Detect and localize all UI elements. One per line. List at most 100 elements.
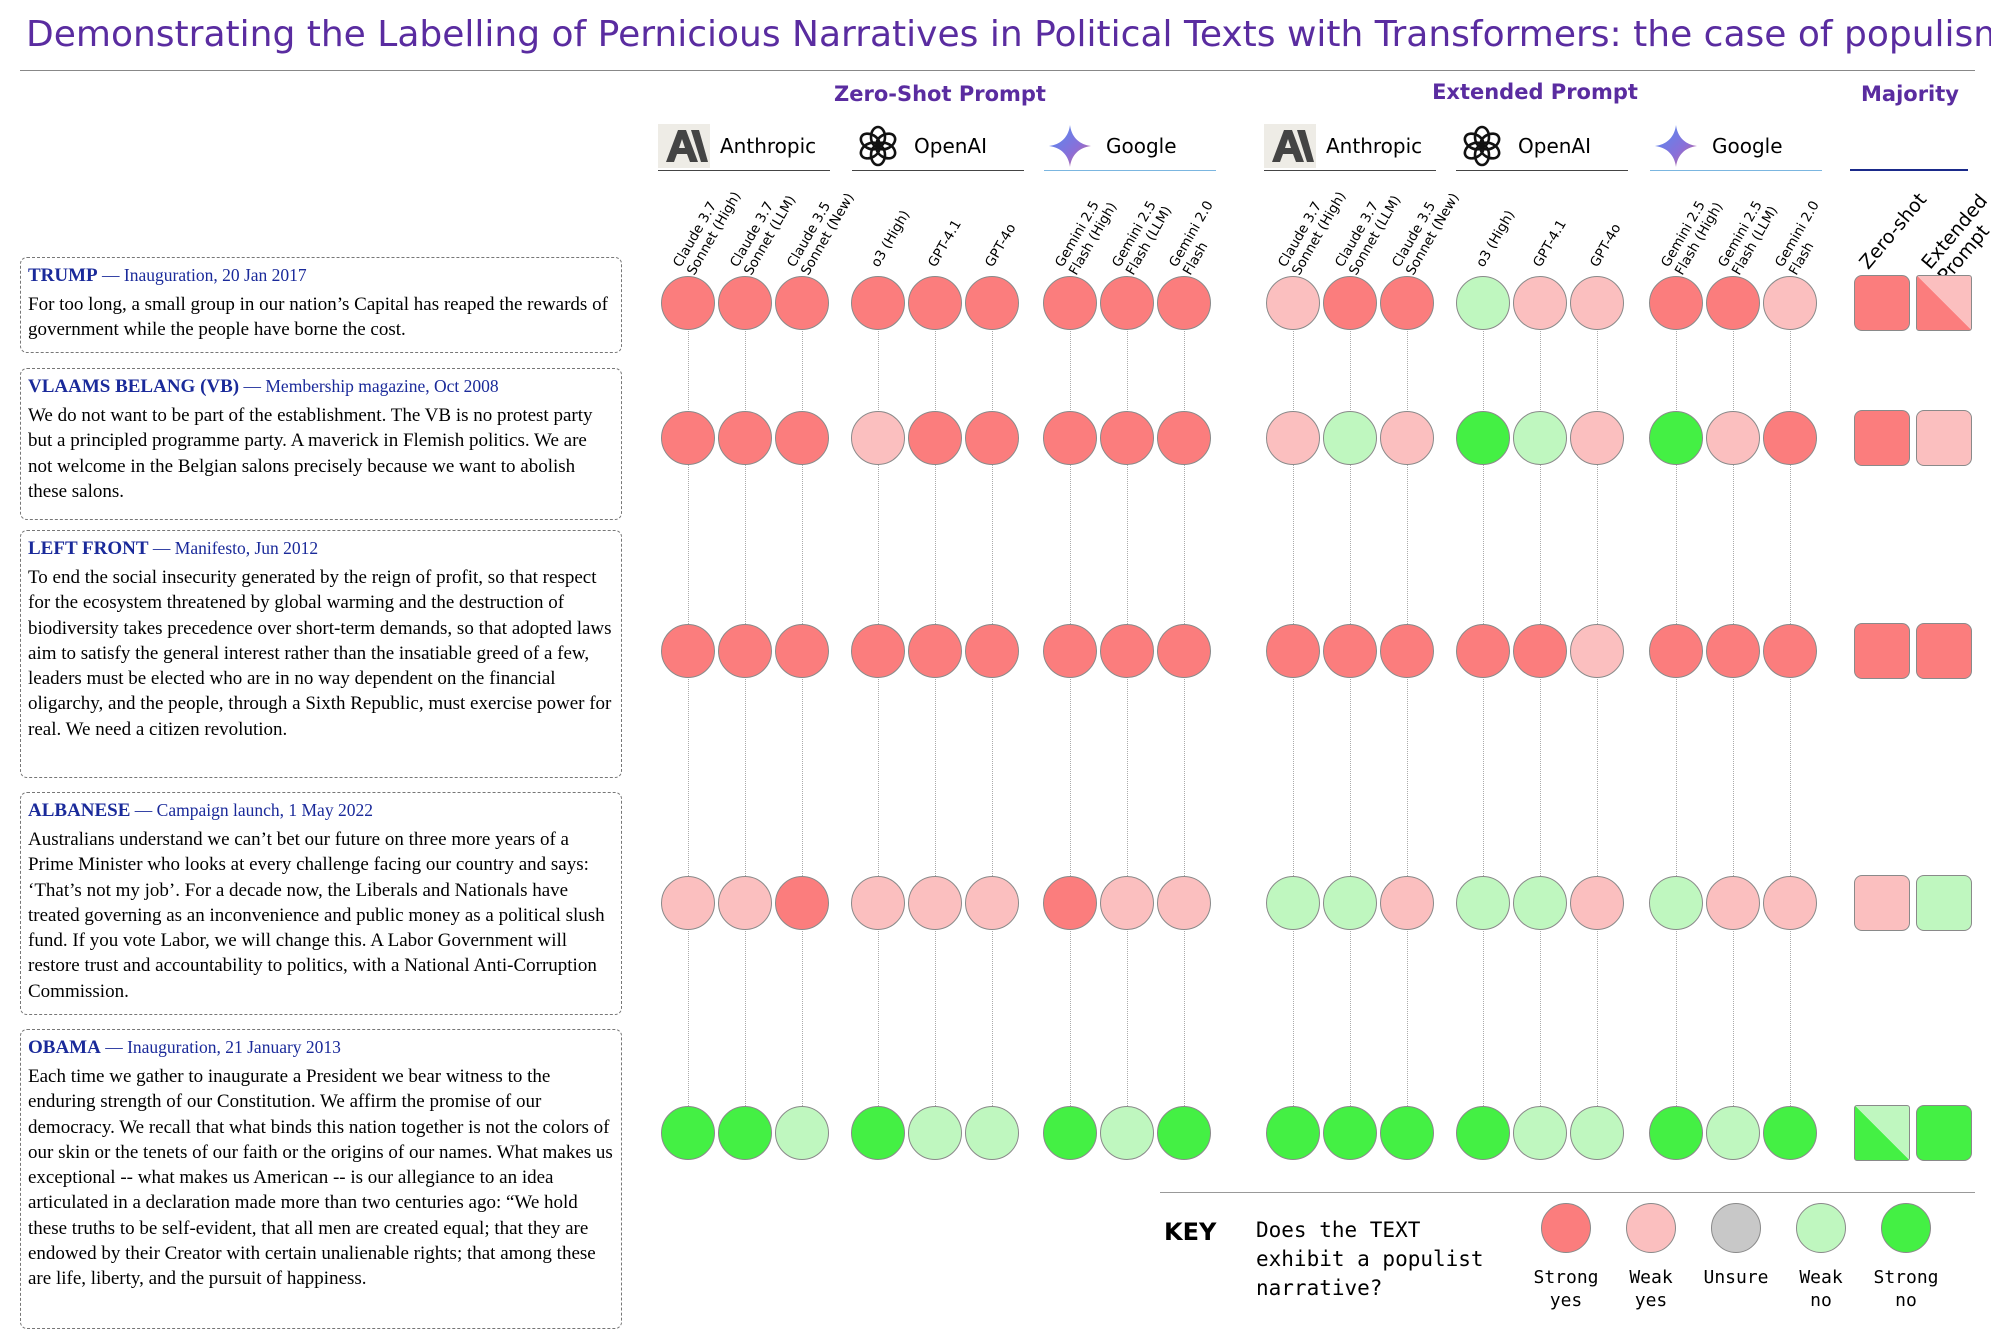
key-label-line: Weak bbox=[1629, 1267, 1673, 1288]
key-label-line: Weak bbox=[1799, 1267, 1843, 1288]
provider-header-google: Google bbox=[1650, 124, 1822, 171]
provider-name: Anthropic bbox=[720, 134, 817, 158]
google-gemini-logo-icon bbox=[1650, 124, 1702, 168]
zero-shot-model-label: o3 (High) bbox=[868, 208, 913, 270]
speaker-name: VLAAMS BELANG (VB) bbox=[28, 376, 240, 397]
rating-circle-strong-yes bbox=[1456, 624, 1510, 678]
speaker-name: TRUMP bbox=[28, 265, 98, 286]
rating-circle-strong-no bbox=[1157, 1106, 1211, 1160]
extended-model-label: Gemini 2.5 Flash (High) bbox=[1658, 192, 1726, 278]
extended-model-label: Gemini 2.0 Flash bbox=[1772, 198, 1837, 278]
zero-shot-model-label: Gemini 2.0 Flash bbox=[1166, 198, 1231, 278]
rating-circle-strong-yes bbox=[1706, 276, 1760, 330]
rating-circle-strong-no bbox=[1323, 1106, 1377, 1160]
key-title: KEY bbox=[1164, 1218, 1217, 1246]
key-label-line: yes bbox=[1634, 1290, 1668, 1311]
text-card: TRUMP — Inauguration, 20 Jan 2017 For too… bbox=[20, 257, 622, 353]
rating-circle-weak-yes bbox=[1100, 876, 1154, 930]
rating-circle-strong-no bbox=[1380, 1106, 1434, 1160]
rating-circle-strong-yes bbox=[661, 276, 715, 330]
rating-circle-strong-yes bbox=[1323, 624, 1377, 678]
anthropic-logo-icon bbox=[658, 124, 710, 168]
rating-circle-strong-no bbox=[1649, 411, 1703, 465]
text-card-header: LEFT FRONT — Manifesto, Jun 2012 bbox=[28, 538, 614, 560]
rating-circle-weak-yes bbox=[1570, 624, 1624, 678]
rating-circle-strong-yes bbox=[718, 276, 772, 330]
provider-underline bbox=[1456, 170, 1628, 171]
grid-guide-line bbox=[688, 328, 689, 1158]
extended-model-label: GPT-4.1 bbox=[1530, 217, 1570, 270]
header-separator: — bbox=[148, 538, 175, 558]
text-card-header: OBAMA — Inauguration, 21 January 2013 bbox=[28, 1037, 614, 1059]
rating-circle-weak-yes bbox=[1380, 876, 1434, 930]
rating-circle-weak-yes bbox=[1763, 876, 1817, 930]
grid-guide-line bbox=[1184, 328, 1185, 1158]
provider-name: Google bbox=[1106, 134, 1177, 158]
page-title: Demonstrating the Labelling of Perniciou… bbox=[26, 14, 1991, 55]
text-card: LEFT FRONT — Manifesto, Jun 2012 To end t… bbox=[20, 530, 622, 778]
rating-circle-weak-yes bbox=[1570, 276, 1624, 330]
grid-guide-line bbox=[992, 328, 993, 1158]
rating-circle-strong-yes bbox=[775, 276, 829, 330]
rating-circle-strong-no bbox=[661, 1106, 715, 1160]
grid-guide-line bbox=[802, 328, 803, 1158]
rating-circle-weak-yes bbox=[1763, 276, 1817, 330]
grid-guide-line bbox=[878, 328, 879, 1158]
section-extended: Extended Prompt bbox=[1432, 80, 1638, 104]
text-card-header: ALBANESE — Campaign launch, 1 May 2022 bbox=[28, 800, 614, 822]
text-card: VLAAMS BELANG (VB) — Membership magazine… bbox=[20, 368, 622, 520]
provider-header-openai: OpenAI bbox=[1456, 124, 1628, 171]
anthropic-logo-icon bbox=[1264, 124, 1316, 168]
text-source: Membership magazine, Oct 2008 bbox=[265, 376, 499, 396]
model-label-line: GPT-4.1 bbox=[1530, 217, 1570, 270]
majority-square bbox=[1916, 1105, 1972, 1161]
rating-circle-weak-yes bbox=[1513, 276, 1567, 330]
rating-circle-weak-no bbox=[908, 1106, 962, 1160]
section-majority: Majority bbox=[1861, 82, 1959, 106]
rating-circle-weak-yes bbox=[851, 411, 905, 465]
grid-guide-line bbox=[1127, 328, 1128, 1158]
rating-circle-strong-yes bbox=[718, 624, 772, 678]
rating-circle-weak-yes bbox=[1570, 411, 1624, 465]
rating-circle-strong-yes bbox=[775, 876, 829, 930]
majority-square bbox=[1916, 275, 1972, 331]
key-label: Weak no bbox=[1771, 1266, 1871, 1312]
rating-circle-strong-no bbox=[1266, 1106, 1320, 1160]
rating-circle-strong-yes bbox=[1266, 624, 1320, 678]
grid-guide-line bbox=[1676, 328, 1677, 1158]
rating-circle-weak-yes bbox=[1570, 876, 1624, 930]
rating-circle-weak-yes bbox=[851, 876, 905, 930]
rating-circle-strong-yes bbox=[1043, 276, 1097, 330]
rating-circle-strong-yes bbox=[775, 411, 829, 465]
rating-circle-strong-yes bbox=[1100, 624, 1154, 678]
rating-circle-strong-yes bbox=[1323, 276, 1377, 330]
rating-circle-weak-no bbox=[1100, 1106, 1154, 1160]
speaker-name: ALBANESE bbox=[28, 800, 131, 821]
grid-guide-line bbox=[1483, 328, 1484, 1158]
rating-circle-weak-yes bbox=[1266, 411, 1320, 465]
key-label-line: Unsure bbox=[1703, 1267, 1769, 1288]
provider-underline bbox=[852, 170, 1024, 171]
rating-circle-weak-no bbox=[1706, 1106, 1760, 1160]
grid-guide-line bbox=[1293, 328, 1294, 1158]
rating-circle-strong-yes bbox=[718, 411, 772, 465]
extended-model-label: GPT-4o bbox=[1587, 221, 1625, 270]
rating-circle-strong-yes bbox=[1380, 276, 1434, 330]
rating-circle-weak-yes bbox=[1706, 411, 1760, 465]
rating-circle-weak-yes bbox=[661, 876, 715, 930]
majority-square bbox=[1916, 623, 1972, 679]
text-card: OBAMA — Inauguration, 21 January 2013 Eac… bbox=[20, 1029, 622, 1329]
speaker-name: LEFT FRONT bbox=[28, 538, 149, 559]
rating-circle-weak-yes bbox=[908, 876, 962, 930]
provider-underline bbox=[658, 170, 830, 171]
key-circle-strong-yes bbox=[1541, 1203, 1591, 1253]
text-source: Inauguration, 20 Jan 2017 bbox=[123, 265, 307, 285]
rating-circle-weak-no bbox=[1570, 1106, 1624, 1160]
openai-logo-icon bbox=[852, 124, 904, 168]
grid-guide-line bbox=[1350, 328, 1351, 1158]
rating-circle-strong-yes bbox=[1043, 624, 1097, 678]
rating-circle-strong-yes bbox=[1763, 411, 1817, 465]
rating-circle-strong-no bbox=[718, 1106, 772, 1160]
grid-guide-line bbox=[935, 328, 936, 1158]
zero-shot-model-label: GPT-4.1 bbox=[925, 217, 965, 270]
